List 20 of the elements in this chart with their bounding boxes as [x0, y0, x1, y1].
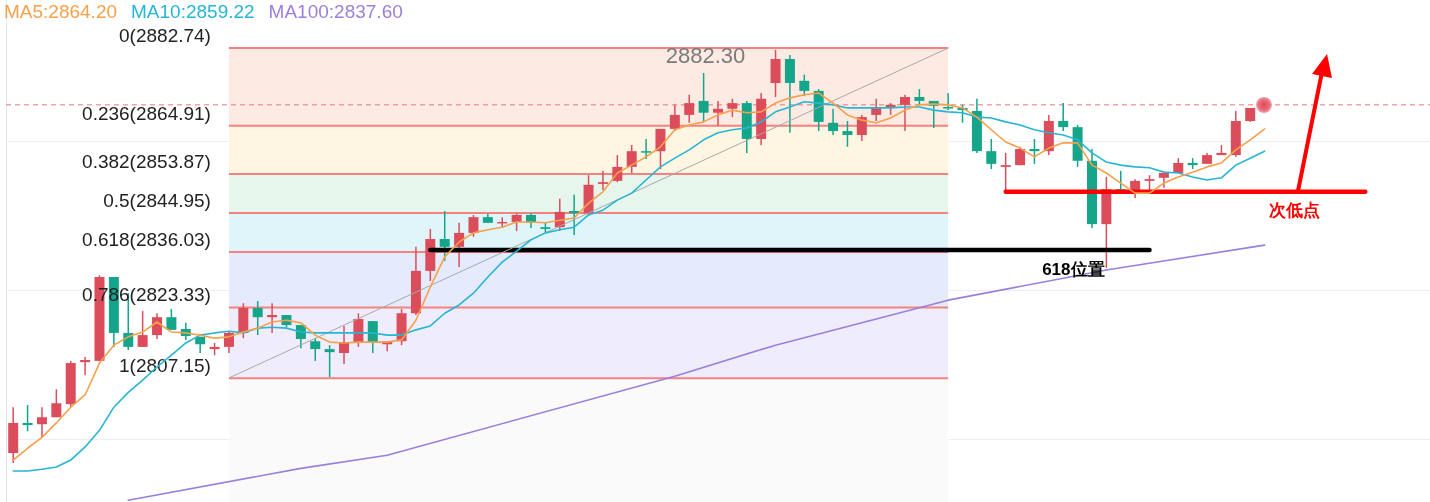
text: MA5:2864.20: [4, 1, 118, 23]
candlestick: [80, 356, 91, 376]
series-label: 次低点: [1269, 201, 1321, 221]
ref-line-label: 0.236(2864.91): [82, 102, 211, 124]
candlestick: [713, 100, 723, 126]
candlestick: [828, 108, 839, 135]
text: MA100:2837.60: [268, 1, 403, 23]
candlestick: [1058, 103, 1069, 132]
candlestick: [597, 170, 608, 191]
ref-line-label: 0.382(2853.87): [82, 151, 211, 173]
text: MA10:2859.22: [131, 1, 255, 23]
candlestick: [267, 303, 278, 333]
ref-line-label: 0.618(2836.03): [82, 228, 211, 250]
ref-line-label: 0.5(2844.95): [103, 189, 211, 211]
annotation: 2882.30: [665, 42, 746, 68]
candlestick: [36, 407, 47, 438]
candlestick: [641, 138, 652, 160]
candlestick: [943, 93, 954, 111]
ref-line-label: 0(2882.74): [119, 24, 211, 46]
series-label: 618位置: [1042, 259, 1105, 279]
